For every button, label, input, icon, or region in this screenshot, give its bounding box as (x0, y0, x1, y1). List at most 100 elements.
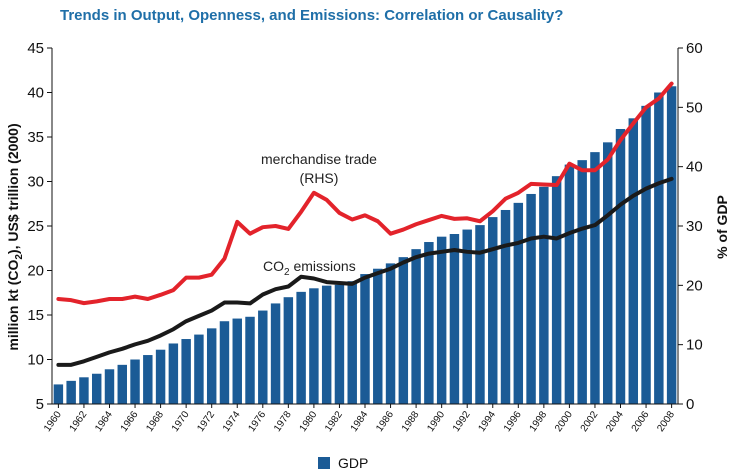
left-tick-label-30: 30 (27, 174, 44, 191)
gdp-bar-1995 (500, 209, 511, 404)
gdp-bar-1983 (347, 281, 357, 404)
gdp-bar-1961 (66, 380, 76, 404)
left-y-ticks: 5 10 15 20 25 30 35 40 45 (27, 40, 52, 413)
gdp-bar-1985 (373, 268, 383, 404)
x-tick-label-1984: 1984 (349, 409, 371, 434)
x-tick-label-1980: 1980 (298, 409, 320, 434)
right-axis-label: % of GDP (714, 195, 730, 259)
x-tick-label-1982: 1982 (323, 409, 345, 434)
gdp-bar-1966 (130, 359, 140, 404)
gdp-bar-1980 (309, 288, 319, 404)
gdp-bar-2007 (654, 92, 664, 404)
left-tick-label-35: 35 (27, 129, 44, 146)
x-tick-label-1974: 1974 (221, 409, 243, 434)
right-tick-label-10: 10 (686, 337, 703, 354)
trade-annotation-line1: merchandise trade (261, 151, 377, 167)
gdp-bars (53, 86, 677, 405)
gdp-bar-1992 (462, 229, 472, 404)
x-tick-label-1990: 1990 (425, 409, 447, 434)
left-tick-label-25: 25 (27, 218, 44, 235)
gdp-bar-1964 (104, 369, 115, 404)
right-tick-label-20: 20 (686, 277, 703, 294)
x-tick-label-1996: 1996 (502, 409, 524, 434)
x-ticks: 1960 1962 1964 1966 1968 1970 1972 1974 1976 1978… (42, 404, 677, 434)
right-tick-label-60: 60 (686, 40, 703, 57)
gdp-bar-1994 (488, 217, 498, 404)
left-tick-label-10: 10 (27, 352, 44, 369)
right-tick-label-50: 50 (686, 99, 703, 116)
gdp-bar-1979 (296, 291, 306, 404)
x-tick-label-1988: 1988 (400, 409, 422, 434)
gdp-bar-1993 (475, 225, 485, 404)
right-tick-label-30: 30 (686, 218, 703, 235)
gdp-bar-1996 (513, 202, 524, 404)
gdp-bar-1972 (206, 328, 217, 404)
gdp-bar-1988 (411, 249, 421, 404)
gdp-bar-1989 (424, 242, 434, 404)
x-tick-label-1992: 1992 (451, 409, 473, 434)
gdp-bar-1997 (526, 193, 536, 404)
gdp-bar-2002 (590, 152, 600, 404)
left-tick-label-40: 40 (27, 85, 44, 102)
gdp-bar-1999 (551, 176, 562, 404)
gdp-bar-2006 (641, 105, 651, 404)
right-y-ticks: 0 10 20 30 40 50 60 (678, 40, 703, 413)
gdp-bar-1962 (79, 377, 89, 404)
co2-emissions-line (56, 176, 674, 367)
gdp-bar-1987 (398, 257, 409, 404)
gdp-bar-1975 (245, 316, 255, 404)
x-tick-label-1986: 1986 (374, 409, 396, 434)
x-tick-label-2004: 2004 (604, 409, 626, 434)
gdp-bar-1981 (321, 285, 332, 404)
gdp-bar-2001 (577, 160, 587, 404)
gdp-bar-1970 (181, 339, 191, 404)
gdp-bar-1974 (232, 318, 242, 404)
x-tick-label-1966: 1966 (119, 409, 141, 434)
x-tick-label-2002: 2002 (579, 409, 601, 434)
x-tick-label-1960: 1960 (42, 409, 64, 434)
gdp-bar-1963 (91, 373, 102, 404)
gdp-bar-1960 (53, 384, 64, 404)
gdp-bar-1968 (155, 349, 166, 404)
gdp-bar-1971 (194, 334, 204, 404)
left-axis-label: million kt (CO2), US$ trillion (2000) (5, 123, 25, 350)
x-tick-label-1970: 1970 (170, 409, 192, 434)
x-tick-label-1972: 1972 (195, 409, 217, 434)
gdp-bar-1982 (334, 284, 345, 404)
x-tick-label-1964: 1964 (93, 409, 115, 434)
x-tick-label-1978: 1978 (272, 409, 294, 434)
gdp-bar-1991 (449, 234, 460, 404)
x-tick-label-1998: 1998 (528, 409, 550, 434)
left-tick-label-20: 20 (27, 263, 44, 280)
chart-title: Trends in Output, Openness, and Emission… (60, 7, 563, 24)
gdp-bar-2004 (615, 128, 626, 405)
gdp-bar-1984 (360, 274, 370, 404)
gdp-bar-2008 (666, 86, 677, 405)
gdp-bar-1978 (283, 297, 294, 404)
gdp-bar-1976 (258, 310, 268, 404)
gdp-bar-1973 (219, 321, 230, 404)
left-tick-label-5: 5 (36, 396, 44, 413)
gdp-bar-1990 (436, 236, 447, 404)
trade-annotation-line2: (RHS) (300, 170, 339, 186)
x-tick-label-1962: 1962 (68, 409, 90, 434)
co2-annotation: CO2 emissions (263, 258, 356, 278)
x-tick-label-2000: 2000 (553, 409, 575, 434)
gdp-bar-1967 (143, 355, 153, 404)
x-tick-label-1976: 1976 (246, 409, 268, 434)
merchandise-trade-line (56, 81, 674, 306)
gdp-bar-1998 (539, 186, 549, 404)
legend-gdp-swatch (318, 457, 330, 469)
right-tick-label-0: 0 (686, 396, 694, 413)
x-tick-label-1968: 1968 (144, 409, 166, 434)
left-tick-label-15: 15 (27, 307, 44, 324)
x-tick-label-2008: 2008 (655, 409, 677, 434)
gdp-bar-1965 (117, 364, 127, 404)
left-tick-label-45: 45 (27, 40, 44, 57)
gdp-bar-2000 (564, 164, 575, 404)
gdp-bar-1986 (385, 263, 396, 404)
gdp-bar-2005 (628, 118, 639, 404)
series-lines (56, 81, 674, 367)
